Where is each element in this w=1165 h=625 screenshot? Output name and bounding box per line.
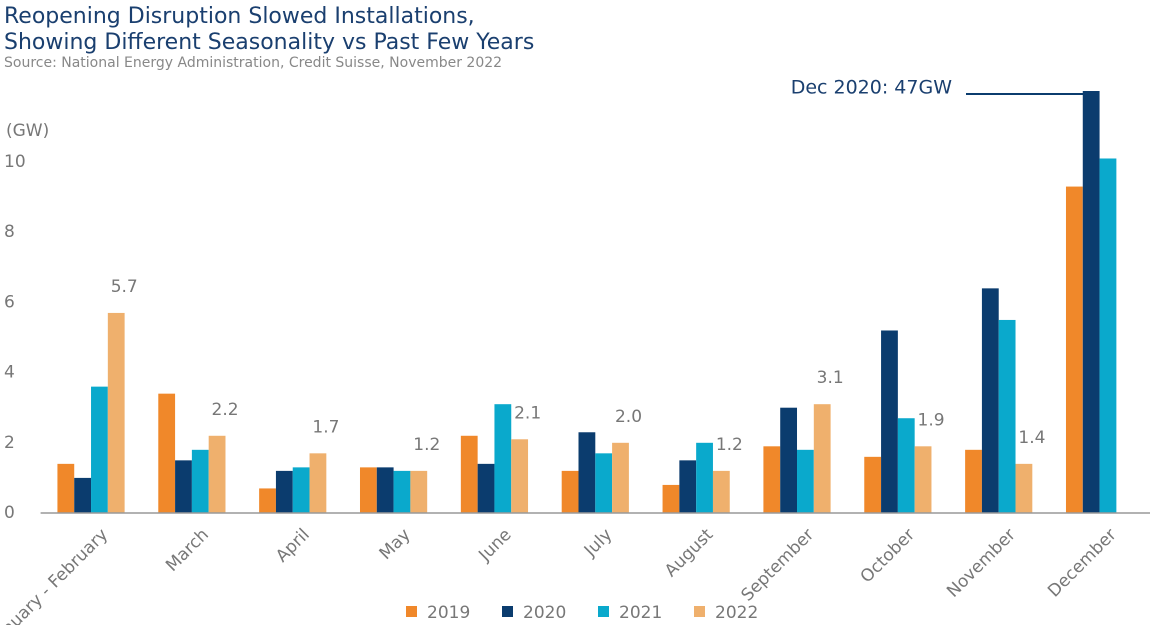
bar bbox=[797, 449, 814, 513]
bar bbox=[191, 449, 209, 513]
plot-area bbox=[57, 91, 1117, 514]
bar bbox=[309, 453, 327, 513]
legend-swatch bbox=[598, 606, 609, 617]
legend-swatch bbox=[694, 606, 705, 617]
bar bbox=[477, 463, 495, 513]
bar bbox=[393, 470, 411, 513]
y-axis-label: (GW) bbox=[6, 121, 49, 141]
data-label: 1.9 bbox=[918, 410, 945, 430]
bar bbox=[107, 312, 125, 513]
y-tick-label: 10 bbox=[4, 152, 26, 172]
bar bbox=[1099, 158, 1117, 514]
bar bbox=[881, 330, 898, 513]
bar bbox=[494, 404, 512, 513]
bar bbox=[965, 449, 982, 513]
legend-swatch bbox=[406, 606, 417, 617]
x-tick-label: June bbox=[474, 525, 515, 566]
bar bbox=[864, 456, 882, 513]
bar bbox=[511, 439, 529, 513]
y-tick-label: 4 bbox=[4, 363, 15, 383]
bar bbox=[612, 442, 629, 513]
x-tick-label: December bbox=[1044, 525, 1120, 601]
chart-title: Reopening Disruption Slowed Installation… bbox=[4, 4, 475, 29]
bar bbox=[897, 418, 915, 513]
x-tick-label: October bbox=[857, 525, 919, 587]
data-label: 2.0 bbox=[615, 407, 642, 427]
x-tick-label: July bbox=[580, 525, 616, 561]
x-tick-label: April bbox=[272, 525, 314, 567]
bar bbox=[1015, 463, 1033, 513]
bar bbox=[981, 288, 999, 513]
bar bbox=[275, 470, 293, 513]
y-tick-label: 0 bbox=[4, 503, 15, 523]
x-tick-label: September bbox=[737, 525, 818, 606]
bar bbox=[914, 446, 932, 513]
legend-label: 2022 bbox=[715, 603, 758, 623]
x-tick-label: March bbox=[162, 525, 213, 576]
x-tick-label: November bbox=[943, 525, 1020, 602]
bar bbox=[1065, 186, 1083, 513]
y-tick-label: 6 bbox=[4, 292, 15, 312]
data-label: 1.2 bbox=[716, 435, 743, 455]
y-tick-label: 8 bbox=[4, 222, 15, 242]
bar bbox=[158, 393, 176, 513]
x-tick-label: August bbox=[661, 525, 717, 581]
data-label: 2.1 bbox=[514, 403, 541, 423]
bar bbox=[57, 463, 75, 513]
data-label: 2.2 bbox=[212, 400, 239, 420]
bar bbox=[292, 467, 310, 513]
bar bbox=[780, 407, 798, 513]
bar bbox=[662, 484, 680, 513]
bar bbox=[595, 453, 613, 513]
bar bbox=[679, 460, 697, 513]
bar bbox=[696, 442, 713, 513]
bar bbox=[74, 477, 92, 513]
data-label: 3.1 bbox=[817, 368, 844, 388]
bar bbox=[763, 446, 781, 513]
data-label: 1.7 bbox=[312, 417, 339, 437]
bar bbox=[712, 470, 730, 513]
bar bbox=[578, 432, 596, 513]
chart-title: Showing Different Seasonality vs Past Fe… bbox=[4, 30, 534, 55]
bar bbox=[208, 435, 226, 513]
legend-label: 2020 bbox=[523, 603, 566, 623]
chart-subtitle: Source: National Energy Administration, … bbox=[4, 55, 502, 71]
bar bbox=[998, 319, 1016, 513]
bar bbox=[376, 467, 394, 513]
legend-label: 2021 bbox=[619, 603, 662, 623]
legend-swatch bbox=[502, 606, 513, 617]
bar bbox=[259, 488, 276, 513]
bar bbox=[359, 467, 377, 513]
legend-label: 2019 bbox=[427, 603, 470, 623]
bar bbox=[561, 470, 579, 513]
bar bbox=[1082, 91, 1100, 513]
bar bbox=[813, 404, 831, 513]
bar bbox=[91, 386, 108, 513]
x-tick-label: May bbox=[376, 525, 415, 564]
data-label: 1.2 bbox=[413, 435, 440, 455]
bar bbox=[460, 435, 478, 513]
data-label: 5.7 bbox=[111, 277, 138, 297]
x-tick-label: January - February bbox=[0, 525, 112, 625]
y-tick-label: 2 bbox=[4, 433, 15, 453]
data-label: 1.4 bbox=[1018, 428, 1045, 448]
annotation: Dec 2020: 47GW bbox=[791, 77, 953, 99]
bar bbox=[175, 460, 192, 513]
bar bbox=[410, 470, 428, 513]
